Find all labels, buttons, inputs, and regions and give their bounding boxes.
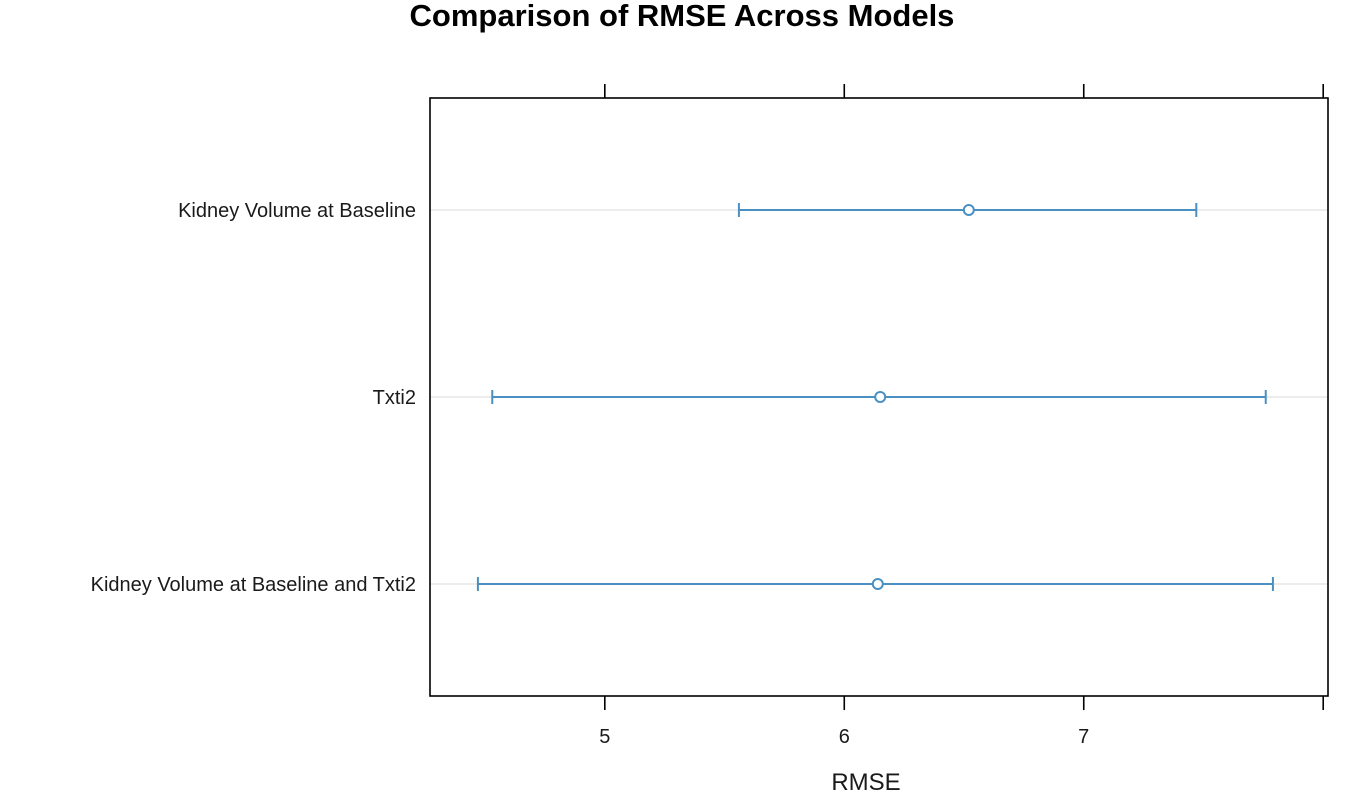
top-axis-ticks: [604, 84, 1325, 98]
x-axis-label: RMSE: [831, 769, 900, 796]
x-tick-labels: 5 6 7: [599, 726, 1089, 748]
x-tick-label-7: 7: [1078, 726, 1089, 748]
plot-frame: [429, 97, 1329, 697]
category-label-3: Kidney Volume at Baseline and Txti2: [91, 574, 416, 596]
rmse-point-2: [874, 391, 887, 403]
bottom-axis-ticks: [604, 696, 1325, 710]
error-bar-marks: [476, 203, 1274, 591]
x-tick-label-5: 5: [599, 726, 610, 748]
category-labels: Kidney Volume at Baseline Txti2 Kidney Vol…: [91, 200, 416, 596]
category-label-2: Txti2: [373, 387, 416, 409]
chart-title: Comparison of RMSE Across Models: [410, 0, 955, 33]
x-tick-label-6: 6: [839, 726, 850, 748]
rmse-point-1: [962, 204, 975, 216]
rmse-point-3: [871, 578, 884, 590]
category-label-1: Kidney Volume at Baseline: [178, 200, 416, 222]
